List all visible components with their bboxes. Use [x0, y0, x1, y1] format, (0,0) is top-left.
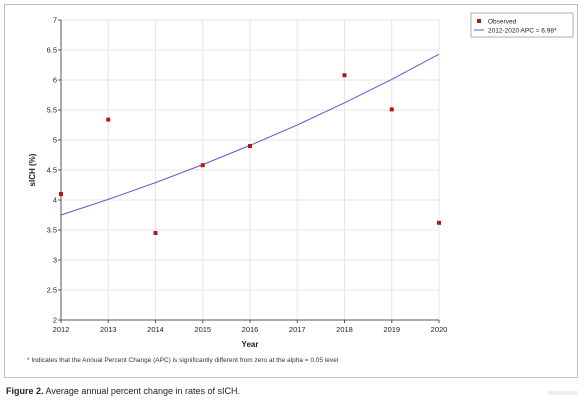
footnote: * Indicates that the Annual Percent Chan…	[27, 357, 339, 364]
y-tick-label: 6	[53, 76, 57, 85]
observed-point	[342, 73, 347, 78]
x-tick-label: 2019	[383, 325, 400, 334]
y-tick-label: 5	[53, 136, 57, 145]
y-tick-label: 5.5	[47, 106, 57, 115]
y-tick-label: 3	[53, 256, 57, 265]
observed-point	[437, 220, 441, 225]
x-tick-label: 2016	[242, 325, 259, 334]
figure-caption-text: Average annual percent change in rates o…	[45, 386, 240, 396]
legend-box	[470, 12, 574, 38]
x-tick-label: 2018	[336, 325, 353, 334]
legend-label: 2012-2020 APC = 6.98*	[488, 27, 557, 34]
x-axis-label: Year	[242, 340, 259, 349]
decorative-mark	[548, 391, 578, 395]
y-tick-label: 4.5	[47, 166, 57, 175]
y-tick-label: 2.5	[47, 286, 57, 295]
x-tick-label: 2017	[289, 325, 306, 334]
figure-caption: Figure 2. Average annual percent change …	[6, 386, 240, 396]
x-tick-label: 2020	[431, 325, 448, 334]
y-tick-label: 2	[53, 316, 57, 325]
y-tick-label: 6.5	[47, 46, 57, 55]
y-tick-label: 4	[53, 196, 57, 205]
observed-point	[389, 107, 394, 112]
observed-point	[59, 192, 63, 196]
observed-point	[106, 117, 111, 122]
observed-point	[153, 231, 158, 235]
chart: 2012 2013 2014 2015 2016 2017 2018 2019 2020 2 2.5…	[28, 12, 574, 349]
x-tick-label: 2014	[147, 325, 164, 334]
legend-label: Observed	[488, 18, 517, 25]
y-tick-label: 7	[53, 16, 57, 25]
observed-point	[248, 144, 252, 148]
y-axis-label: sICH (%)	[28, 153, 37, 186]
observed-point	[200, 163, 205, 168]
y-tick-label: 3.5	[47, 226, 57, 235]
legend-marker-observed	[477, 19, 481, 23]
x-tick-label: 2013	[100, 325, 117, 334]
x-tick-label: 2012	[53, 325, 70, 334]
figure-caption-label: Figure 2.	[6, 386, 44, 396]
chart-frame: 2012 2013 2014 2015 2016 2017 2018 2019 2020 2 2.5…	[4, 4, 578, 378]
x-tick-label: 2015	[194, 325, 211, 334]
